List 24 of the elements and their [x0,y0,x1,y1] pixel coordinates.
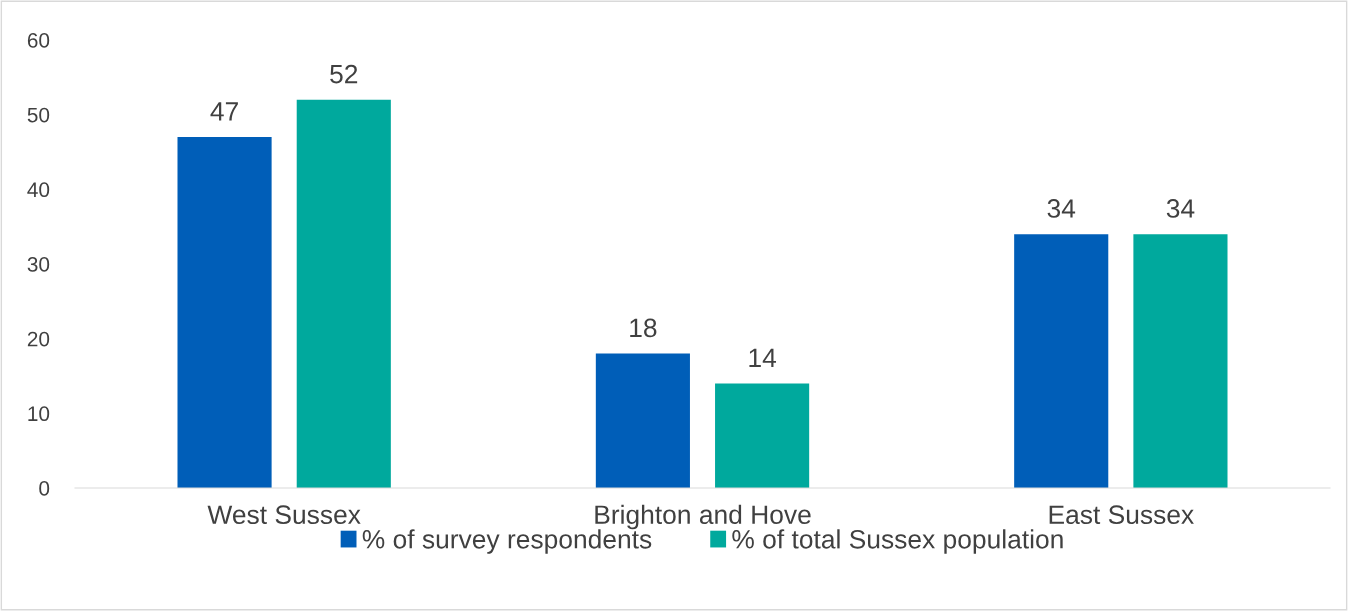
x-tick-label: Brighton and Hove [595,504,811,530]
x-tick-label: West Sussex [207,505,361,525]
data-label: 18 [630,318,657,338]
legend-label: % of total Sussex population [732,529,1063,554]
data-label: 47 [210,102,238,121]
bar [177,137,272,488]
y-tick-label: 20 [27,331,50,347]
bar [1133,234,1228,488]
bar [595,353,690,488]
data-label: 34 [1166,199,1195,218]
data-label: 52 [330,64,358,84]
bar [1014,234,1109,488]
y-tick-label: 10 [28,406,50,422]
x-tick-label: East Sussex [1049,505,1194,525]
y-tick-label: 0 [39,481,50,496]
y-tick-label: 30 [27,257,50,272]
y-tick-label: 60 [27,33,50,48]
bar [296,99,391,488]
legend-label: % of survey respondents [362,529,652,554]
bar [715,383,810,488]
data-label: 14 [749,348,777,367]
y-tick-label: 40 [27,182,50,198]
y-tick-label: 50 [27,107,50,123]
data-label: 34 [1047,199,1076,218]
